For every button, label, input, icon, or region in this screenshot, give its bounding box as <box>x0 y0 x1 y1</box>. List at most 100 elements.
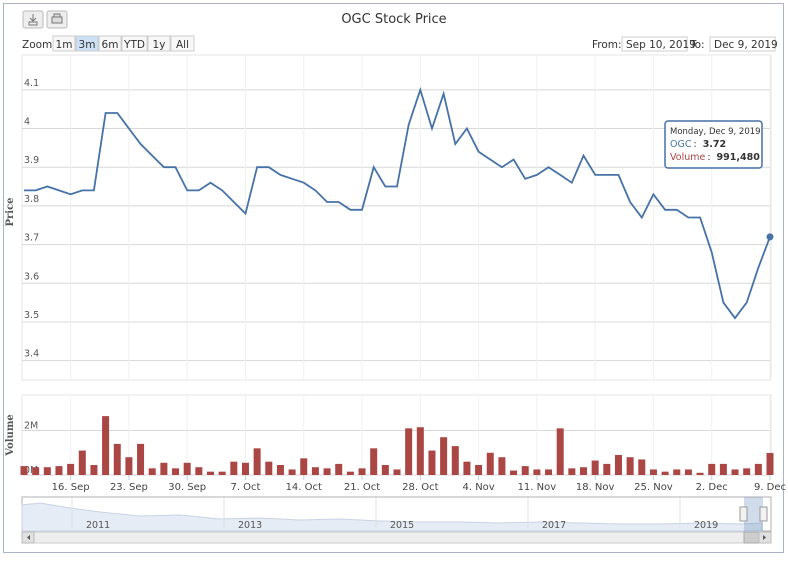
volume-bar <box>335 463 343 475</box>
volume-bar <box>125 457 133 475</box>
range-button[interactable]: All <box>170 35 195 52</box>
navigator-label: 2019 <box>694 520 718 531</box>
x-tick-label: 21. Oct <box>344 482 380 493</box>
price-panel <box>21 54 772 381</box>
volume-bar <box>649 469 657 475</box>
navigator-selection <box>744 497 763 531</box>
volume-bar <box>370 448 378 475</box>
volume-bar <box>67 463 75 475</box>
y2-tick-label: 2M <box>24 421 38 432</box>
x-tick-label: 23. Sep <box>110 482 148 493</box>
volume-bar <box>603 463 611 475</box>
to-date: Dec 9, 2019 <box>714 39 778 51</box>
y-tick-label: 3.8 <box>24 194 39 205</box>
volume-bar <box>731 469 739 475</box>
volume-bar <box>754 463 762 475</box>
volume-bar <box>416 427 424 475</box>
volume-bar <box>708 463 716 475</box>
range-button[interactable]: 3m <box>75 35 99 52</box>
from-date: Sep 10, 2019 <box>626 39 696 51</box>
volume-bar <box>510 470 518 475</box>
volume-bar <box>719 463 727 475</box>
volume-bar <box>288 469 296 475</box>
chart-title: OGC Stock Price <box>341 12 446 27</box>
y-axis-label: Price <box>5 197 16 226</box>
volume-bar <box>230 461 238 475</box>
range-button-box <box>121 35 148 52</box>
x-tick-label: 7. Oct <box>230 482 260 493</box>
tooltip-box <box>664 120 763 169</box>
hover-point <box>766 233 774 241</box>
volume-bar <box>463 461 471 475</box>
volume-bar <box>300 458 308 475</box>
y-tick-label: 4 <box>24 117 30 128</box>
volume-bar <box>614 455 622 475</box>
volume-bar <box>160 462 168 475</box>
volume-bar <box>43 467 51 475</box>
volume-bar <box>32 467 40 475</box>
x-tick-label: 11. Nov <box>518 482 557 493</box>
price-line <box>24 86 771 320</box>
volume-bar <box>684 469 692 475</box>
navigator-label: 2011 <box>86 520 110 531</box>
volume-bar <box>323 468 331 475</box>
range-button-label: 6m <box>102 39 119 51</box>
navigator-label: 2017 <box>542 520 566 531</box>
tooltip-series-name: Volume <box>670 152 705 163</box>
navigator-handle[interactable] <box>739 506 748 522</box>
range-button[interactable]: 1m <box>52 35 76 52</box>
volume-bar <box>311 467 319 475</box>
volume-bar <box>580 467 587 475</box>
volume-bar <box>137 443 145 475</box>
scrollbar[interactable] <box>21 531 772 544</box>
x-tick-label: 9. Dec <box>754 482 786 493</box>
volume-bar <box>393 469 401 475</box>
x-tick-label: 2. Dec <box>696 482 728 493</box>
volume-bar <box>241 462 249 475</box>
tooltip-value: 991,480 <box>717 152 761 163</box>
range-button[interactable]: 1y <box>147 35 171 52</box>
volume-bar <box>207 471 214 475</box>
volume-bar <box>346 471 354 475</box>
volume-bar <box>766 452 774 475</box>
download-icon <box>28 14 38 26</box>
navigator-label: 2013 <box>238 520 262 531</box>
volume-bar <box>556 428 564 475</box>
arrow-icon <box>27 535 30 540</box>
y-tick-label: 3.9 <box>24 155 39 166</box>
scroll-thumb[interactable] <box>743 531 760 544</box>
tooltip: Monday, Dec 9, 2019OGC:3.72Volume:991,48… <box>664 120 763 169</box>
range-button-box <box>170 35 195 52</box>
tooltip-separator: : <box>693 139 696 150</box>
volume-bar <box>78 450 86 475</box>
volume-bar <box>673 469 681 475</box>
zoom-label: Zoom <box>22 39 52 51</box>
from-label: From: <box>592 39 622 51</box>
tooltip-value: 3.72 <box>703 139 726 150</box>
volume-bar <box>743 468 751 475</box>
tooltip-volume: Volume:991,480 <box>670 152 760 163</box>
tooltip-separator: : <box>707 152 710 163</box>
navigator[interactable]: 2011 2013 2015 2017 2019 <box>21 496 772 532</box>
volume-bar <box>172 468 180 475</box>
volume-bar <box>265 461 273 475</box>
range-button[interactable]: YTD <box>121 35 148 52</box>
y-tick-label: 3.6 <box>24 271 39 282</box>
range-button-box <box>98 35 122 52</box>
to-input[interactable] <box>709 36 776 52</box>
x-tick-label: 30. Sep <box>168 482 206 493</box>
y2-tick-label: 0M <box>24 465 38 476</box>
volume-bar <box>661 471 669 475</box>
volume-bar <box>428 450 436 475</box>
volume-bar <box>591 460 599 475</box>
navigator-handle[interactable] <box>759 506 768 522</box>
volume-bar <box>626 457 634 475</box>
volume-bar <box>183 462 191 475</box>
tooltip-series-name: OGC <box>670 139 692 150</box>
range-button-label: 3m <box>79 39 96 51</box>
from-input[interactable] <box>621 36 688 52</box>
volume-bar <box>696 472 704 475</box>
range-button[interactable]: 6m <box>98 35 122 52</box>
export-buttons[interactable] <box>22 10 68 29</box>
